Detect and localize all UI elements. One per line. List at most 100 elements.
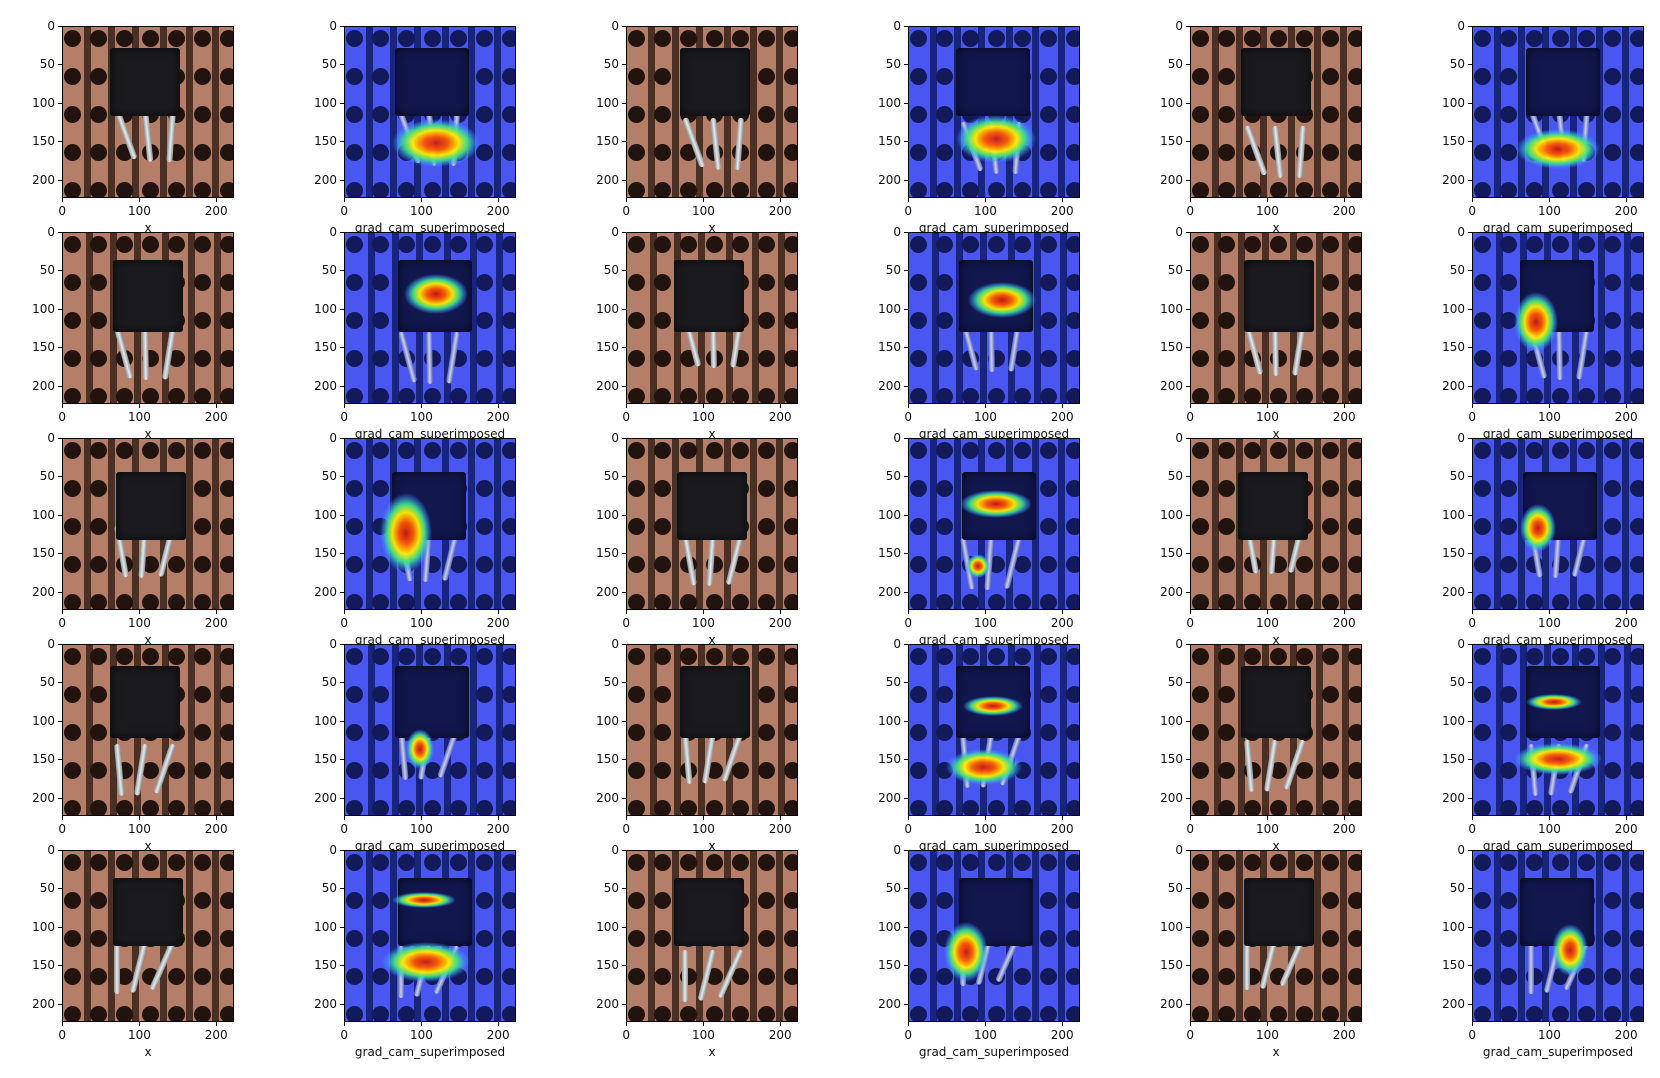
x-tick (1266, 1022, 1268, 1026)
circuit-board (626, 232, 798, 404)
y-tick (58, 720, 62, 722)
y-tick (1186, 179, 1190, 181)
circuit-board (1190, 26, 1362, 198)
board-hole (1474, 480, 1491, 497)
transistor-body (395, 666, 469, 738)
y-tick-label: 50 (885, 881, 901, 896)
board-hole (784, 648, 798, 665)
x-tick (420, 1022, 422, 1026)
board-hole (1270, 388, 1287, 404)
y-tick (1186, 64, 1190, 66)
board-hole (90, 762, 107, 779)
board-hole (64, 892, 81, 909)
y-tick (58, 850, 62, 851)
board-hole (1270, 800, 1287, 816)
x-tick (1472, 610, 1473, 614)
y-tick (58, 759, 62, 761)
y-tick-label: 200 (314, 172, 337, 187)
y-tick (622, 553, 626, 555)
x-axis-label: x (144, 1045, 152, 1059)
board-hole (1526, 442, 1543, 459)
board-hole (502, 442, 516, 459)
board-hole (1322, 274, 1339, 291)
y-tick-label: 100 (878, 713, 901, 728)
board-stripe (776, 26, 783, 198)
board-hole (90, 106, 107, 123)
y-tick (58, 514, 62, 516)
board-hole (654, 724, 671, 741)
board-stripe (752, 644, 759, 816)
y-tick-label: 50 (1167, 675, 1183, 690)
board-hole (220, 686, 234, 703)
y-tick (58, 102, 62, 104)
y-tick (622, 308, 626, 310)
x-tick (215, 610, 217, 614)
board-stripe (186, 438, 193, 610)
board-stripe (86, 232, 93, 404)
board-hole (1578, 968, 1595, 985)
board-hole (1322, 312, 1339, 329)
x-axis-label: x (144, 633, 152, 647)
board-hole (758, 182, 775, 198)
board-hole (1474, 350, 1491, 367)
board-hole (1218, 182, 1235, 198)
y-tick (1468, 64, 1472, 66)
board-hole (1500, 648, 1517, 665)
board-hole (346, 854, 363, 871)
transistor-leg (1528, 942, 1534, 994)
y-tick (340, 270, 344, 272)
y-tick-label: 150 (1160, 340, 1183, 355)
x-tick (62, 198, 63, 202)
board-hole (1500, 724, 1517, 741)
board-stripe (1314, 26, 1321, 198)
board-hole (706, 800, 723, 816)
board-hole (1322, 800, 1339, 816)
board-hole (1604, 556, 1621, 573)
board-hole (1578, 388, 1595, 404)
board-hole (476, 1006, 493, 1022)
board-hole (1578, 1006, 1595, 1022)
y-tick (1468, 850, 1472, 851)
y-tick (340, 385, 344, 387)
y-tick-label: 100 (32, 713, 55, 728)
board-hole (1270, 594, 1287, 610)
transistor-body (680, 666, 750, 738)
circuit-board (1472, 438, 1644, 610)
board-hole (476, 182, 493, 198)
y-tick-label: 200 (32, 378, 55, 393)
y-tick (904, 850, 908, 851)
board-hole (628, 480, 645, 497)
board-hole (1578, 594, 1595, 610)
board-hole (1040, 800, 1057, 816)
board-hole (784, 724, 798, 741)
y-tick (1186, 850, 1190, 851)
y-tick-label: 0 (329, 637, 337, 651)
y-tick (58, 926, 62, 928)
board-hole (346, 480, 363, 497)
x-tick-label: 200 (486, 822, 510, 836)
board-hole (1322, 30, 1339, 47)
y-tick-label: 50 (1167, 57, 1183, 72)
board-hole (628, 762, 645, 779)
board-hole (680, 594, 697, 610)
y-tick (622, 347, 626, 349)
y-tick (340, 141, 344, 143)
board-hole (1500, 762, 1517, 779)
board-stripe (366, 26, 373, 198)
board-hole (116, 800, 133, 816)
y-tick-label: 150 (1442, 340, 1465, 355)
board-hole (1474, 930, 1491, 947)
board-hole (476, 350, 493, 367)
y-tick (904, 553, 908, 555)
y-tick (1186, 308, 1190, 310)
board-stripe (752, 232, 759, 404)
board-hole (1578, 182, 1595, 198)
x-axis-label: x (144, 427, 152, 441)
board-hole (1040, 182, 1057, 198)
board-hole (1474, 274, 1491, 291)
board-hole (1474, 30, 1491, 47)
transistor-image (62, 232, 234, 404)
board-hole (910, 350, 927, 367)
transistor-body (395, 48, 469, 116)
board-hole (758, 930, 775, 947)
